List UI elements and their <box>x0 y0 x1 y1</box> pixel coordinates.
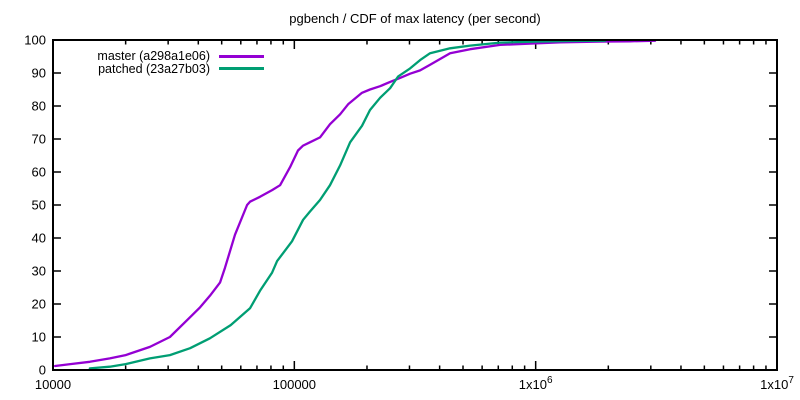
legend-item-master: master (a298a1e06) <box>60 49 264 64</box>
legend-label-master: master (a298a1e06) <box>97 49 210 64</box>
y-tick-label: 70 <box>32 132 46 147</box>
legend-line-sample-master <box>219 54 264 58</box>
x-tick-label: 1x106 <box>519 375 553 392</box>
x-tick-label: 10000 <box>35 377 71 392</box>
y-tick-label: 30 <box>32 264 46 279</box>
legend-line-sample-patched <box>219 67 264 71</box>
y-tick-label: 20 <box>32 297 46 312</box>
y-tick-label: 0 <box>39 363 46 378</box>
y-tick-label: 40 <box>32 231 46 246</box>
curve-master <box>53 39 657 368</box>
y-tick-label: 50 <box>32 198 46 213</box>
legend-item-patched: patched (23a27b03) <box>60 61 264 76</box>
legend-label-patched: patched (23a27b03) <box>98 61 210 76</box>
chart-title: pgbench / CDF of max latency (per second… <box>289 11 541 26</box>
curve-patched <box>88 39 607 370</box>
y-tick-label: 80 <box>32 99 46 114</box>
x-tick-label: 100000 <box>273 377 316 392</box>
x-tick-label: 1x107 <box>760 375 794 392</box>
legend: master (a298a1e06) patched (23a27b03) <box>60 49 264 76</box>
y-tick-label: 90 <box>32 66 46 81</box>
y-tick-label: 60 <box>32 165 46 180</box>
y-tick-label: 100 <box>24 33 46 48</box>
plot-border <box>52 39 778 371</box>
y-tick-label: 10 <box>32 330 46 345</box>
